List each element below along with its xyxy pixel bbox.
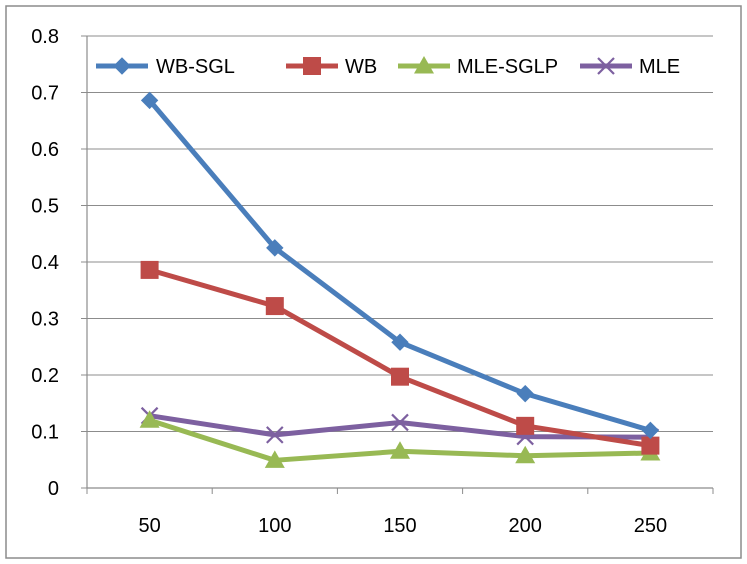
y-tick-label: 0.7	[31, 83, 59, 105]
y-tick-label: 0.5	[31, 196, 59, 218]
axes: 0 0.1 0.2 0.3 0.4 0.5 0.6 0.7 0.8 50 100 150 200 250	[31, 26, 714, 537]
x-tick-label: 250	[634, 515, 667, 537]
data-point-marker	[264, 450, 285, 468]
y-tick-label: 0.1	[31, 422, 59, 444]
data-point-marker	[641, 421, 660, 440]
data-point-marker	[516, 416, 535, 435]
series-lines	[139, 91, 661, 468]
y-tick-label: 0.6	[31, 139, 59, 161]
x-tick-label: 150	[383, 515, 416, 537]
legend-item: WB-SGL	[96, 56, 235, 78]
data-point-marker	[390, 441, 410, 459]
x-tick-label: 50	[138, 515, 160, 537]
legend: WB-SGL WB MLE-SGLP MLE	[96, 56, 680, 78]
data-point-marker	[265, 297, 284, 316]
y-tick-label: 0.2	[31, 365, 59, 387]
series-wb-sgl	[140, 91, 660, 440]
data-point-marker	[140, 91, 159, 110]
y-tick-label: 0.8	[31, 26, 59, 48]
chart-border	[5, 5, 742, 559]
data-point-marker	[139, 410, 160, 428]
y-tick-label: 0.4	[31, 252, 59, 274]
data-point-marker	[515, 445, 536, 464]
legend-item: MLE	[580, 56, 680, 78]
legend-label: WB	[345, 56, 377, 78]
x-tick-label: 200	[509, 515, 542, 537]
data-point-marker	[516, 384, 534, 403]
data-point-marker	[391, 413, 409, 432]
y-tick-label: 0.3	[31, 309, 59, 331]
data-point-marker	[140, 260, 159, 279]
legend-item: WB	[286, 56, 377, 78]
x-marker-stroke	[597, 57, 615, 75]
legend-item: MLE-SGLP	[398, 56, 558, 78]
data-point-marker	[641, 436, 660, 455]
legend-marker-swatch	[414, 56, 434, 74]
x-marker-stroke	[266, 426, 284, 444]
legend-marker-swatch	[113, 57, 131, 75]
legend-marker-swatch	[303, 57, 321, 75]
y-tick-label: 0	[48, 478, 59, 500]
data-point-marker	[266, 426, 284, 444]
legend-label: MLE-SGLP	[457, 56, 558, 78]
legend-label: WB-SGL	[156, 56, 235, 78]
legend-label: MLE	[639, 56, 680, 78]
data-point-marker	[391, 367, 409, 386]
x-tick-label: 100	[258, 515, 291, 537]
data-point-marker	[391, 333, 409, 351]
x-marker-stroke	[391, 413, 409, 432]
series-wb	[140, 260, 660, 455]
data-point-marker	[266, 239, 284, 257]
legend-marker-swatch	[597, 57, 615, 75]
